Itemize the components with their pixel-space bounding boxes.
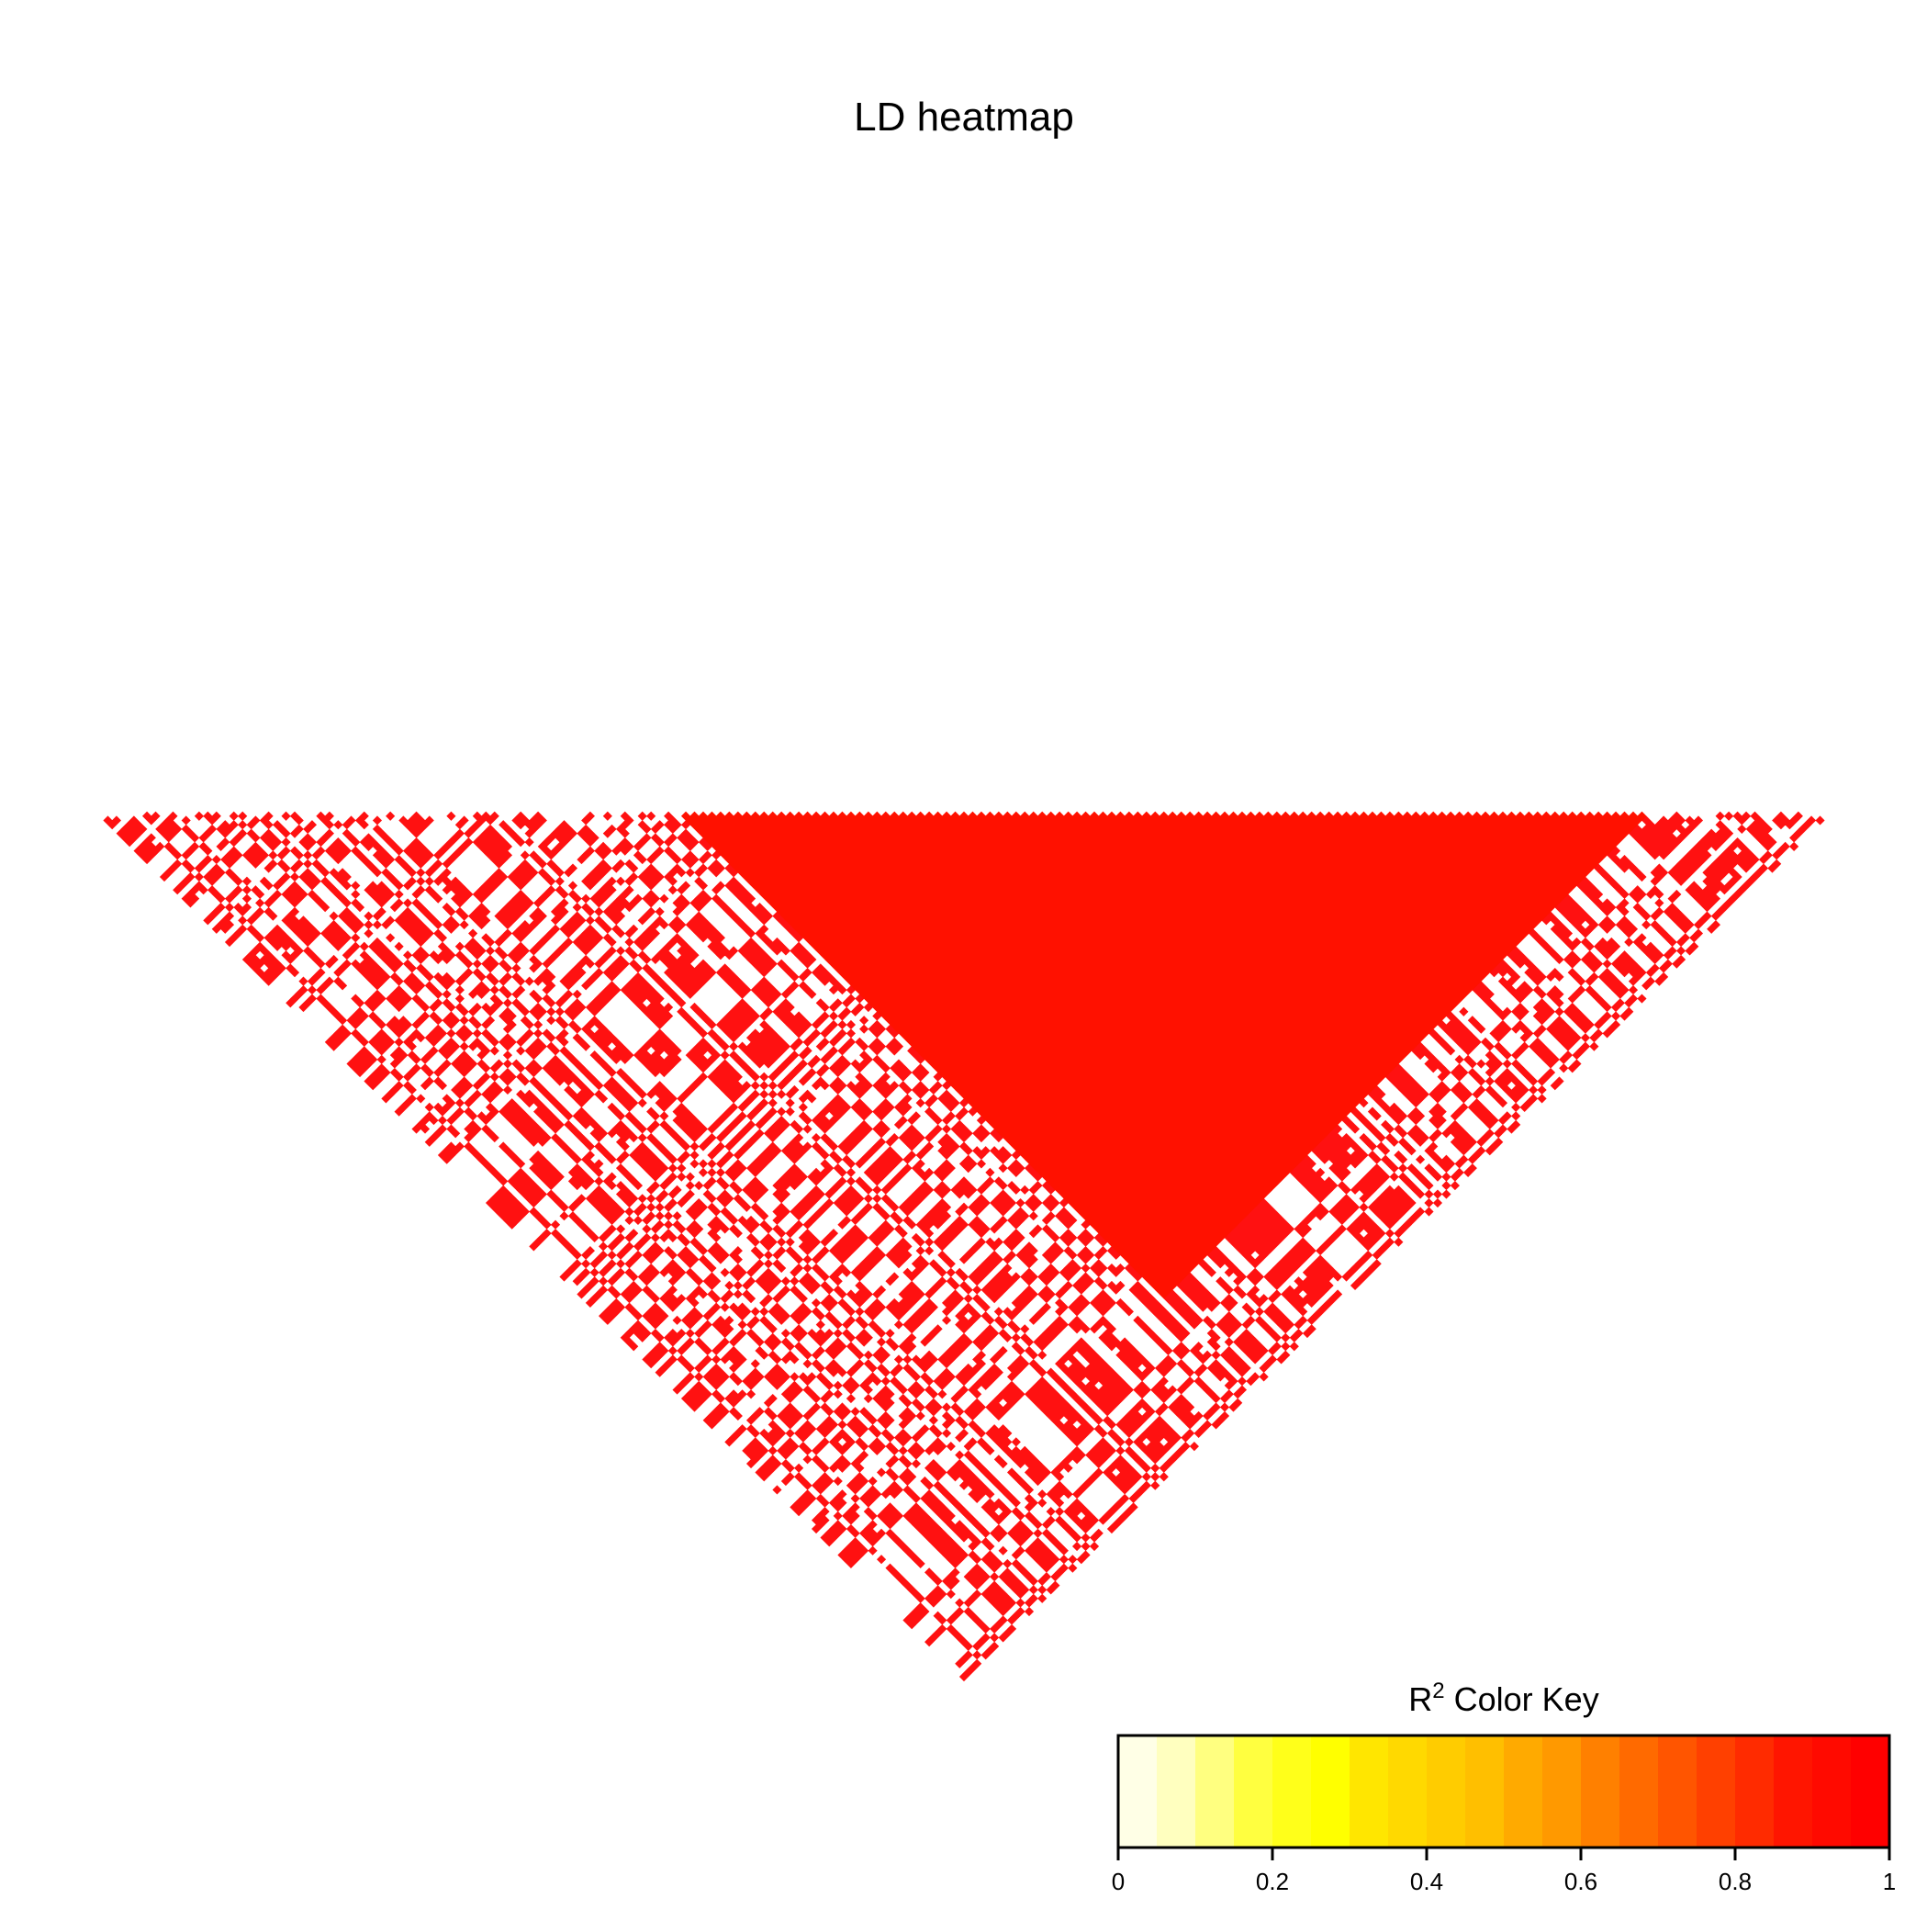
color-key-band [1195,1735,1235,1848]
heatmap-cells [103,811,1825,1682]
color-key-band [1388,1735,1428,1848]
color-key: R2 Color Key 0 0.2 0.4 0.6 0.8 1 [1112,1679,1896,1895]
color-key-title-rest: Color Key [1445,1680,1599,1718]
heatmap-cells-r2-high [103,811,1825,1682]
color-key-band [1427,1735,1466,1848]
color-key-bands [1118,1735,1890,1848]
color-key-band [1542,1735,1582,1848]
color-key-band [1851,1735,1890,1848]
color-key-band [1697,1735,1736,1848]
color-key-tick-label: 1 [1883,1868,1896,1895]
color-key-tick-label: 0 [1112,1868,1125,1895]
color-key-tick-label: 0.2 [1256,1868,1289,1895]
color-key-band [1504,1735,1543,1848]
color-key-title-main: R [1408,1680,1432,1718]
color-key-band [1118,1735,1158,1848]
color-key-tick-label: 0.4 [1410,1868,1443,1895]
color-key-band [1465,1735,1505,1848]
color-key-band [1735,1735,1775,1848]
color-key-band [1234,1735,1273,1848]
color-key-band [1272,1735,1312,1848]
color-key-frame [1116,1734,1891,1849]
heatmap-high-ld-block [680,811,1647,1299]
color-key-band [1581,1735,1620,1848]
color-key-band [1812,1735,1852,1848]
color-key-band [1311,1735,1350,1848]
color-key-tick-label: 0.8 [1719,1868,1752,1895]
color-key-band [1658,1735,1697,1848]
color-key-tick-label: 0.6 [1564,1868,1597,1895]
color-key-band [1619,1735,1659,1848]
color-key-band [1157,1735,1196,1848]
color-key-ticks: 0 0.2 0.4 0.6 0.8 1 [1112,1848,1896,1895]
color-key-band [1350,1735,1389,1848]
color-key-band [1774,1735,1813,1848]
chart-title: LD heatmap [854,95,1074,140]
color-key-title-sup: 2 [1432,1679,1444,1703]
color-key-title: R2 Color Key [1408,1679,1598,1718]
